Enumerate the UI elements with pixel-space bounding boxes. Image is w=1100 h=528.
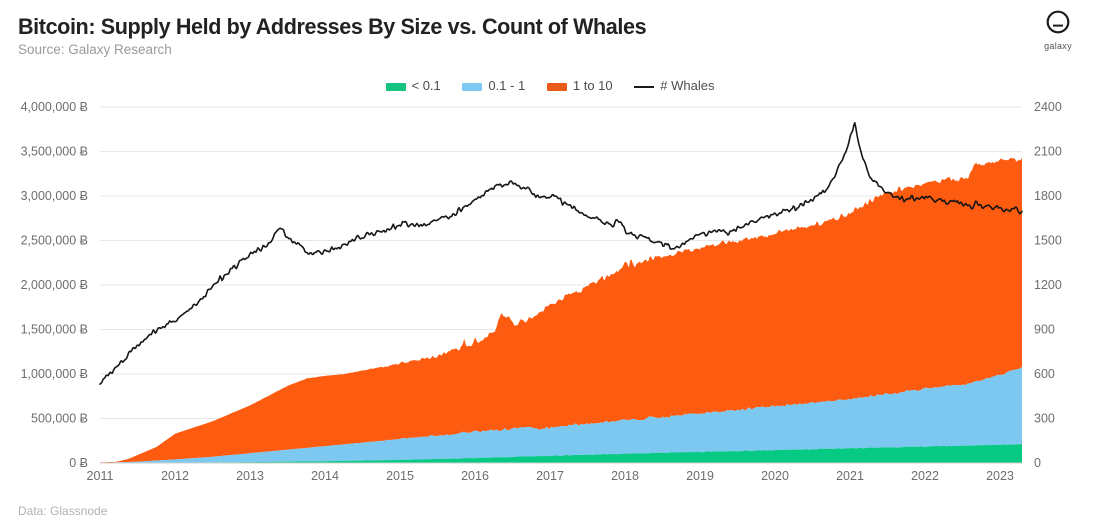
svg-text:2012: 2012 <box>161 469 189 483</box>
svg-text:0: 0 <box>1034 456 1041 470</box>
svg-text:1200: 1200 <box>1034 278 1062 292</box>
svg-text:2100: 2100 <box>1034 145 1062 159</box>
svg-text:900: 900 <box>1034 323 1055 337</box>
svg-text:2018: 2018 <box>611 469 639 483</box>
svg-text:2011: 2011 <box>87 469 114 483</box>
svg-text:300: 300 <box>1034 412 1055 426</box>
svg-text:1,000,000 Ƀ: 1,000,000 Ƀ <box>21 367 88 381</box>
svg-text:2020: 2020 <box>761 469 789 483</box>
svg-text:2015: 2015 <box>386 469 414 483</box>
svg-text:1,500,000 Ƀ: 1,500,000 Ƀ <box>21 323 88 337</box>
svg-text:2022: 2022 <box>911 469 939 483</box>
svg-text:500,000 Ƀ: 500,000 Ƀ <box>31 412 88 426</box>
svg-text:2021: 2021 <box>836 469 864 483</box>
svg-text:3,500,000 Ƀ: 3,500,000 Ƀ <box>21 145 88 159</box>
svg-text:3,000,000 Ƀ: 3,000,000 Ƀ <box>21 189 88 203</box>
svg-text:2019: 2019 <box>686 469 714 483</box>
svg-text:1800: 1800 <box>1034 189 1062 203</box>
svg-text:2,000,000 Ƀ: 2,000,000 Ƀ <box>21 278 88 292</box>
svg-text:2016: 2016 <box>461 469 489 483</box>
svg-text:2017: 2017 <box>536 469 564 483</box>
svg-text:600: 600 <box>1034 367 1055 381</box>
svg-text:4,000,000 Ƀ: 4,000,000 Ƀ <box>21 100 88 114</box>
svg-text:2400: 2400 <box>1034 100 1062 114</box>
svg-text:1500: 1500 <box>1034 234 1062 248</box>
svg-text:0 Ƀ: 0 Ƀ <box>69 456 88 470</box>
svg-text:2013: 2013 <box>236 469 264 483</box>
svg-text:2014: 2014 <box>311 469 339 483</box>
svg-text:2023: 2023 <box>986 469 1014 483</box>
svg-text:2,500,000 Ƀ: 2,500,000 Ƀ <box>21 234 88 248</box>
